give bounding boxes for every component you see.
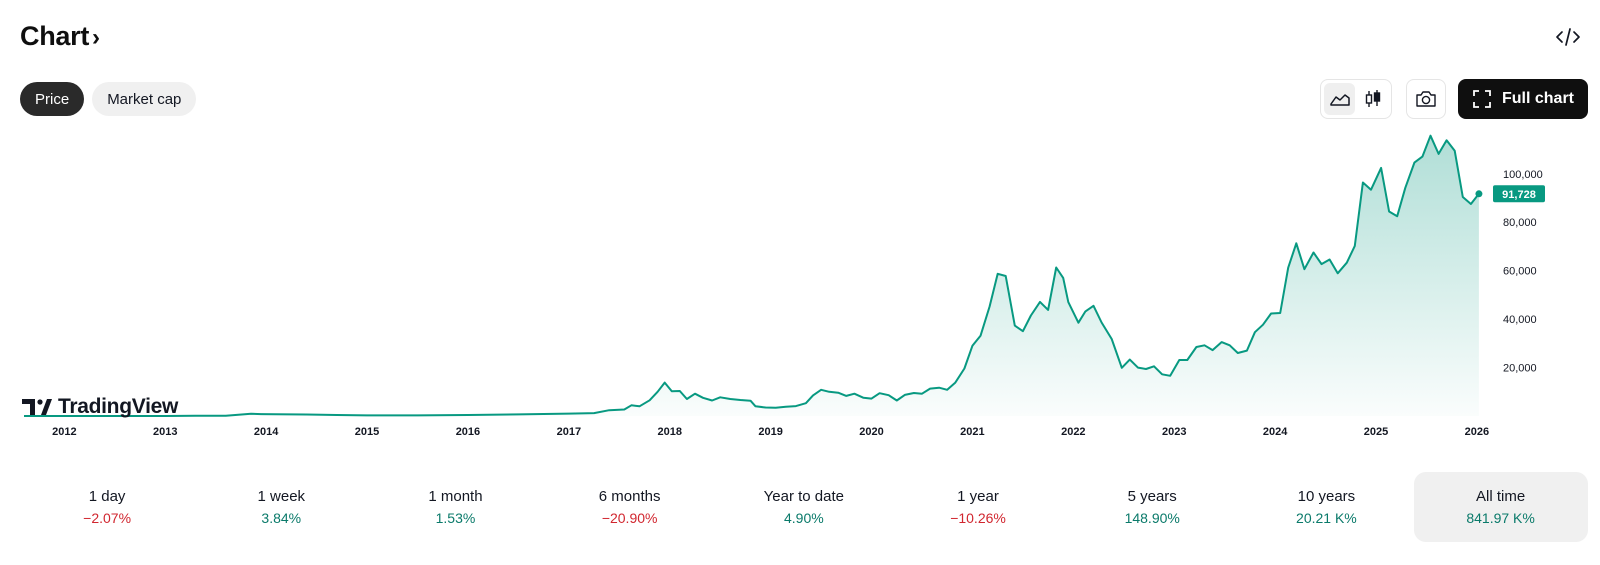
y-tick-label: 60,000 [1503,266,1537,278]
period-label: Year to date [763,488,845,505]
period-change: −10.26% [950,510,1006,526]
last-price-marker [1475,190,1483,198]
last-price-label: 91,728 [1502,189,1536,201]
metric-toggle: Price Market cap [20,82,197,116]
x-tick-label: 2022 [1061,426,1085,438]
area-chart-icon [1329,94,1350,106]
chevron-right-icon: › [92,24,100,51]
full-chart-label: Full chart [1501,90,1574,107]
y-tick-label: 40,000 [1503,314,1537,326]
candlestick-button[interactable] [1357,83,1388,115]
x-tick-label: 2018 [657,426,681,438]
code-embed-icon[interactable] [1555,26,1581,48]
period-change: 1.53% [435,510,476,526]
y-tick-label: 100,000 [1503,169,1543,181]
chart-toolbar: Full chart [1320,79,1588,119]
period-change: 20.21 K% [1296,510,1357,526]
period-label: 1 week [257,488,306,505]
x-tick-label: 2024 [1263,426,1288,438]
period-change: 3.84% [261,510,302,526]
period-change: −2.07% [83,510,132,526]
period-label: 1 year [957,488,999,505]
tradingview-wordmark: TradingView [58,395,179,418]
period-label: 1 month [428,488,483,505]
period-1-month[interactable]: 1 month 1.53% [368,472,542,542]
snapshot-button[interactable] [1406,79,1446,119]
x-tick-label: 2019 [758,426,782,438]
performance-periods: 1 day −2.07% 1 week 3.84% 1 month 1.53% … [20,472,1588,542]
period-label: All time [1476,488,1526,505]
last-price-tag: 91,728 [1493,185,1545,203]
tradingview-logo-icon [22,399,52,415]
x-tick-label: 2012 [52,426,76,438]
x-tick-label: 2020 [859,426,883,438]
period-1-week[interactable]: 1 week 3.84% [194,472,368,542]
y-tick-label: 20,000 [1503,363,1537,375]
x-tick-label: 2025 [1364,426,1388,438]
x-tick-label: 2014 [254,426,279,438]
period-1-day[interactable]: 1 day −2.07% [20,472,194,542]
period-change: 841.97 K% [1466,510,1535,526]
camera-icon [1416,91,1436,107]
market-cap-tab[interactable]: Market cap [92,82,197,116]
price-area [24,135,1479,416]
period-change: −20.90% [601,510,658,526]
chart-style-toggle [1320,79,1392,119]
x-tick-label: 2026 [1465,426,1489,438]
period-label: 5 years [1127,488,1177,505]
area-chart-button[interactable] [1324,83,1355,115]
fullscreen-icon [1473,90,1491,108]
price-chart[interactable]: 20,000 40,000 60,000 80,000 100,000 2012 2013… [0,130,1600,450]
period-10-years[interactable]: 10 years 20.21 K% [1239,472,1413,542]
full-chart-button[interactable]: Full chart [1458,79,1588,119]
x-tick-label: 2023 [1162,426,1186,438]
y-tick-label: 80,000 [1503,217,1537,229]
tradingview-logo[interactable]: TradingView [22,395,178,419]
period-5-years[interactable]: 5 years 148.90% [1065,472,1239,542]
period-all-time[interactable]: All time 841.97 K% [1413,472,1588,542]
x-tick-label: 2015 [355,426,379,438]
chart-title-link[interactable]: Chart › [20,21,100,52]
price-tab[interactable]: Price [20,82,85,116]
period-label: 6 months [598,488,661,505]
period-change: 4.90% [783,510,824,526]
period-label: 10 years [1297,488,1356,505]
period-change: 148.90% [1124,510,1180,526]
period-label: 1 day [88,488,126,505]
candlestick-icon [1365,90,1380,107]
x-tick-label: 2021 [960,426,984,438]
chart-title: Chart [20,20,90,51]
x-tick-label: 2013 [153,426,177,438]
period-1-year[interactable]: 1 year −10.26% [891,472,1065,542]
chart-header: Chart › [20,16,100,56]
price-line [24,134,1480,417]
x-tick-label: 2016 [456,426,480,438]
period-6-months[interactable]: 6 months −20.90% [543,472,717,542]
x-tick-label: 2017 [557,426,581,438]
period-year-to-date[interactable]: Year to date 4.90% [717,472,891,542]
